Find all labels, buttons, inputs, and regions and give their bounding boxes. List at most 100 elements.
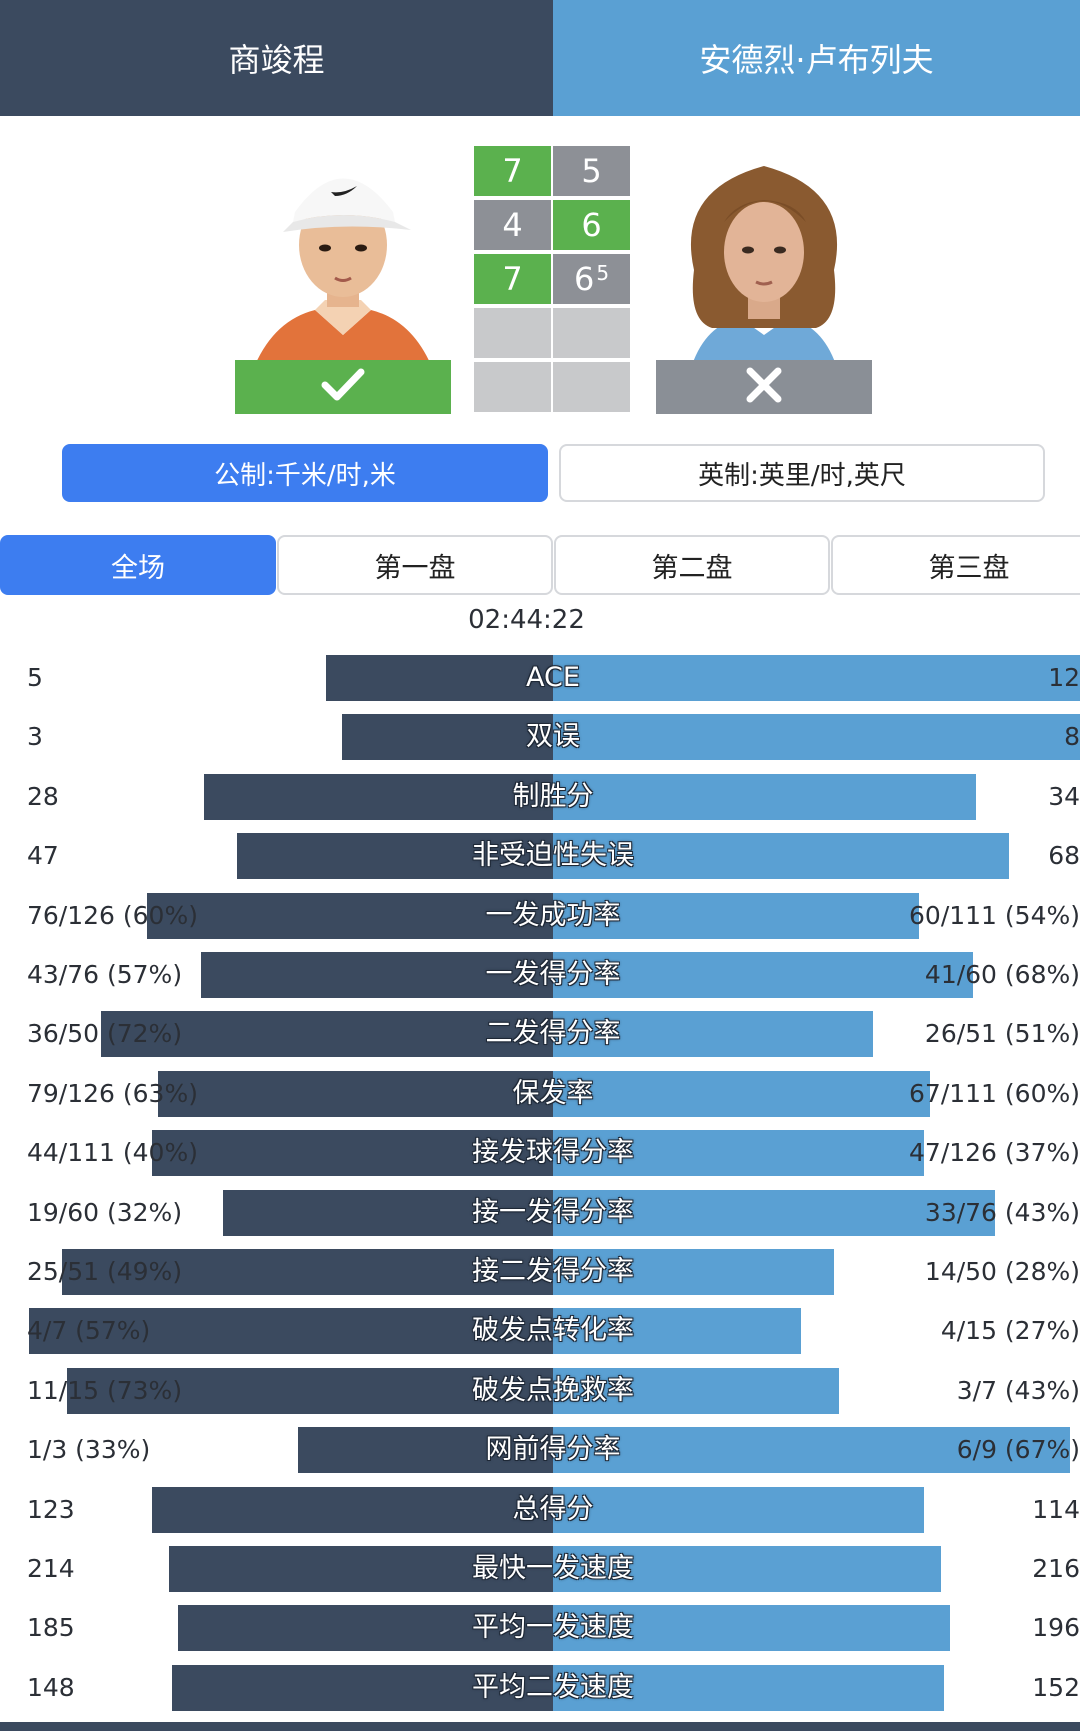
stat-label: 制胜分 [512, 780, 594, 812]
stat-right-value: 47/126 (37%) [909, 1138, 1080, 1168]
stat-bar-right [553, 1249, 834, 1295]
set-score-row [474, 308, 632, 358]
stat-bar-left [152, 1130, 553, 1177]
stat-left-value: 28 [27, 781, 59, 811]
stat-right-value: 26/51 (51%) [924, 1019, 1080, 1049]
stat-left-value: 185 [27, 1613, 75, 1643]
stat-bar-right [553, 833, 1010, 880]
player-right-photo [656, 150, 872, 410]
score-cell-left: 7 [474, 254, 551, 304]
stat-right-value: 6/9 (67%) [956, 1435, 1080, 1465]
stat-row: 36/50 (72%) 26/51 (51%) 二发得分率 [0, 1011, 1080, 1058]
player-header: 商竣程 安德烈·卢布列夫 [0, 0, 1080, 116]
stat-row: 44/111 (40%) 47/126 (37%) 接发球得分率 [0, 1130, 1080, 1177]
stat-bar-left [62, 1249, 553, 1295]
player-left-name: 商竣程 [228, 41, 325, 79]
stat-bar-left [28, 1308, 553, 1355]
player-left-tab[interactable]: 商竣程 [0, 0, 553, 116]
stat-left-value: 36/50 (72%) [27, 1019, 183, 1049]
stat-bar-left [204, 773, 553, 820]
stat-bar-right [553, 1367, 840, 1414]
stat-label: 接一发得分率 [472, 1196, 634, 1228]
stat-bar-right [553, 1130, 925, 1177]
stat-row: 123 114 总得分 [0, 1486, 1080, 1533]
stat-row: 3 8 双误 [0, 714, 1080, 761]
stat-bar-left [146, 892, 553, 939]
score-cell-right [553, 308, 630, 358]
score-cell-right: 6 [553, 200, 630, 250]
stat-right-value: 12 [1048, 663, 1080, 692]
stat-label: 总得分 [512, 1493, 594, 1525]
stat-row: 47 68 非受迫性失误 [0, 833, 1080, 880]
set-tabs: 全场 第一盘 第二盘 第三盘 [0, 535, 1080, 595]
tab-full-match[interactable]: 全场 [0, 535, 276, 595]
match-duration: 02:44:22 [468, 605, 585, 635]
stat-left-value: 123 [27, 1494, 75, 1524]
set-score-row: 4 6 [474, 200, 632, 250]
stat-row: 4/7 (57%) 4/15 (27%) 破发点转化率 [0, 1308, 1080, 1355]
stat-bar-left [157, 1070, 553, 1117]
stat-right-value: 14/50 (28%) [924, 1257, 1080, 1286]
stat-bar-right [553, 773, 977, 820]
score-cell-left: 7 [474, 146, 551, 196]
set-score-row [474, 362, 632, 412]
tab-set-1[interactable]: 第一盘 [277, 535, 553, 595]
stat-right-value: 196 [1032, 1613, 1080, 1643]
stat-left-value: 25/51 (49%) [27, 1257, 183, 1286]
stat-left-value: 76/126 (60%) [27, 900, 198, 930]
metric-unit-button[interactable]: 公制:千米/时,米 [62, 444, 548, 502]
stat-bar-left [67, 1367, 553, 1414]
stat-bar-left [168, 1546, 553, 1592]
stat-right-value: 60/111 (54%) [909, 900, 1080, 930]
bottom-divider [0, 1722, 1080, 1731]
imperial-unit-button[interactable]: 英制:英里/时,英尺 [559, 444, 1045, 502]
stat-row: 25/51 (49%) 14/50 (28%) 接二发得分率 [0, 1249, 1080, 1295]
stat-bar-left [101, 1011, 553, 1058]
score-cell-left [474, 308, 551, 358]
stat-row: 19/60 (32%) 33/76 (43%) 接一发得分率 [0, 1189, 1080, 1236]
stat-row: 5 12 ACE [0, 655, 1080, 701]
stat-bar-left [342, 714, 553, 761]
score-cell-left [474, 362, 551, 412]
stat-label: 接二发得分率 [472, 1256, 634, 1287]
stat-label: 二发得分率 [485, 1018, 621, 1050]
x-icon [745, 366, 783, 408]
stat-bar-right [553, 1070, 930, 1117]
stat-row: 76/126 (60%) 60/111 (54%) 一发成功率 [0, 892, 1080, 939]
player-right-tab[interactable]: 安德烈·卢布列夫 [553, 0, 1080, 116]
tab-set-3[interactable]: 第三盘 [831, 535, 1080, 595]
stat-right-value: 3/7 (43%) [956, 1375, 1080, 1405]
stat-bar-right [553, 655, 1080, 701]
stat-right-value: 68 [1048, 841, 1080, 871]
stat-row: 214 216 最快一发速度 [0, 1546, 1080, 1592]
stat-bar-left [172, 1664, 553, 1711]
stat-left-value: 214 [27, 1554, 75, 1583]
stat-bar-right [553, 1664, 945, 1711]
stat-bar-right [553, 1427, 1071, 1474]
stat-label: 破发点转化率 [472, 1315, 634, 1347]
stat-left-value: 19/60 (32%) [27, 1197, 183, 1227]
stat-left-value: 3 [27, 722, 43, 752]
stat-bar-left [200, 952, 553, 998]
score-cell-right [553, 362, 630, 412]
stat-row: 43/76 (57%) 41/60 (68%) 一发得分率 [0, 952, 1080, 998]
stat-left-value: 44/111 (40%) [27, 1138, 198, 1168]
stat-bar-right [553, 952, 973, 998]
stat-right-value: 4/15 (27%) [940, 1316, 1080, 1346]
tab-set-2[interactable]: 第二盘 [554, 535, 830, 595]
stat-bar-left [152, 1486, 553, 1533]
player-right-name: 安德烈·卢布列夫 [699, 41, 934, 79]
stat-right-value: 8 [1064, 722, 1080, 752]
stat-row: 1/3 (33%) 6/9 (67%) 网前得分率 [0, 1427, 1080, 1474]
stat-label: 接发球得分率 [472, 1137, 634, 1169]
stat-row: 28 34 制胜分 [0, 773, 1080, 820]
score-cell-left: 4 [474, 200, 551, 250]
stat-row: 148 152 平均二发速度 [0, 1664, 1080, 1711]
stat-left-value: 79/126 (63%) [27, 1078, 198, 1108]
stat-row: 11/15 (73%) 3/7 (43%) 破发点挽救率 [0, 1367, 1080, 1414]
stat-label: 一发得分率 [485, 959, 621, 990]
stat-right-value: 216 [1032, 1554, 1080, 1583]
